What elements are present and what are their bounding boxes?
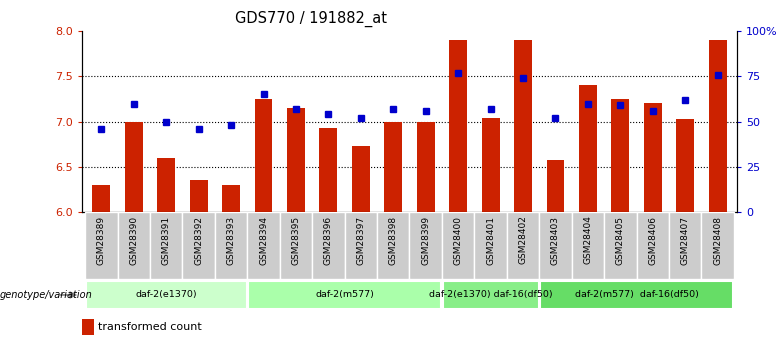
- Bar: [709, 40, 726, 212]
- Bar: [474, 212, 507, 279]
- Text: GSM28405: GSM28405: [616, 216, 625, 265]
- Text: genotype/variation: genotype/variation: [0, 290, 93, 300]
- Text: GSM28393: GSM28393: [227, 216, 236, 265]
- Bar: [540, 281, 733, 309]
- Text: GSM28408: GSM28408: [713, 216, 722, 265]
- Bar: [547, 160, 565, 212]
- Text: daf-2(m577)  daf-16(df50): daf-2(m577) daf-16(df50): [575, 290, 698, 299]
- Text: GSM28397: GSM28397: [356, 216, 365, 265]
- Text: GSM28394: GSM28394: [259, 216, 268, 265]
- Bar: [442, 281, 539, 309]
- Bar: [183, 212, 215, 279]
- Text: GSM28392: GSM28392: [194, 216, 203, 265]
- Bar: [85, 212, 118, 279]
- Bar: [82, 319, 94, 335]
- Text: GSM28399: GSM28399: [421, 216, 431, 265]
- Bar: [377, 212, 410, 279]
- Bar: [612, 99, 629, 212]
- Bar: [125, 121, 143, 212]
- Text: GSM28390: GSM28390: [129, 216, 138, 265]
- Bar: [636, 212, 669, 279]
- Bar: [86, 281, 246, 309]
- Text: GSM28404: GSM28404: [583, 216, 592, 264]
- Bar: [539, 212, 572, 279]
- Bar: [312, 212, 345, 279]
- Text: GSM28406: GSM28406: [648, 216, 658, 265]
- Bar: [410, 212, 442, 279]
- Bar: [676, 119, 694, 212]
- Bar: [482, 118, 499, 212]
- Text: GSM28401: GSM28401: [486, 216, 495, 265]
- Bar: [507, 212, 539, 279]
- Text: daf-2(m577): daf-2(m577): [315, 290, 374, 299]
- Text: GSM28395: GSM28395: [292, 216, 300, 265]
- Bar: [248, 281, 441, 309]
- Bar: [604, 212, 636, 279]
- Text: GDS770 / 191882_at: GDS770 / 191882_at: [236, 10, 387, 27]
- Bar: [222, 185, 240, 212]
- Bar: [158, 158, 176, 212]
- Bar: [514, 40, 532, 212]
- Bar: [320, 128, 337, 212]
- Text: GSM28398: GSM28398: [388, 216, 398, 265]
- Bar: [572, 212, 604, 279]
- Text: GSM28403: GSM28403: [551, 216, 560, 265]
- Bar: [287, 108, 305, 212]
- Bar: [280, 212, 312, 279]
- Bar: [669, 212, 701, 279]
- Text: GSM28402: GSM28402: [519, 216, 527, 264]
- Bar: [93, 185, 110, 212]
- Bar: [385, 121, 402, 212]
- Text: transformed count: transformed count: [98, 322, 202, 332]
- Bar: [352, 146, 370, 212]
- Text: GSM28396: GSM28396: [324, 216, 333, 265]
- Bar: [644, 104, 661, 212]
- Bar: [442, 212, 474, 279]
- Bar: [247, 212, 280, 279]
- Text: GSM28391: GSM28391: [161, 216, 171, 265]
- Text: daf-2(e1370): daf-2(e1370): [136, 290, 197, 299]
- Bar: [118, 212, 150, 279]
- Text: GSM28400: GSM28400: [454, 216, 463, 265]
- Text: GSM28407: GSM28407: [681, 216, 690, 265]
- Bar: [150, 212, 183, 279]
- Bar: [417, 121, 434, 212]
- Bar: [345, 212, 377, 279]
- Text: daf-2(e1370) daf-16(df50): daf-2(e1370) daf-16(df50): [429, 290, 552, 299]
- Bar: [215, 212, 247, 279]
- Bar: [701, 212, 734, 279]
- Bar: [190, 180, 207, 212]
- Text: GSM28389: GSM28389: [97, 216, 106, 265]
- Bar: [579, 85, 597, 212]
- Bar: [254, 99, 272, 212]
- Bar: [449, 40, 467, 212]
